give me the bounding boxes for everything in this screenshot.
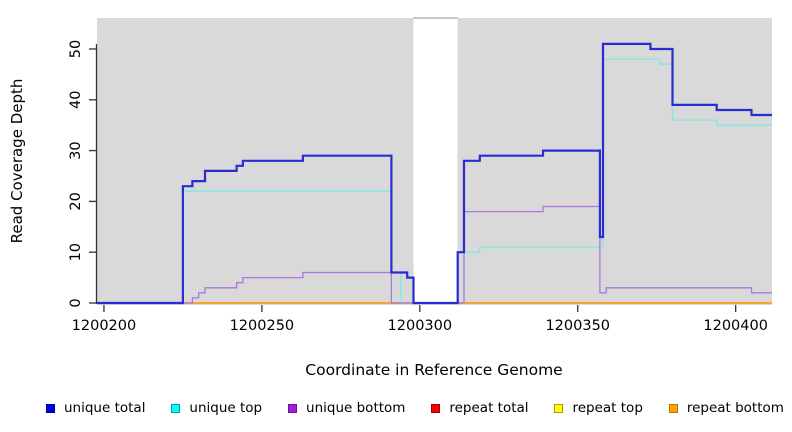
legend-item: repeat total xyxy=(431,400,529,416)
series-line-unique-bottom xyxy=(97,205,772,304)
legend-swatch-repeat-top xyxy=(554,403,564,413)
legend-label: repeat total xyxy=(449,400,529,416)
x-tick-label: 1200200 xyxy=(72,318,137,334)
legend-item: unique top xyxy=(171,400,262,416)
series-lines xyxy=(97,42,772,305)
gap-mask xyxy=(413,12,458,303)
legend-label: unique total xyxy=(64,400,146,416)
x-axis: 1200200 1200250 1200300 1200350 1200400 xyxy=(72,305,768,334)
legend-item: repeat bottom xyxy=(668,400,784,416)
y-tick-label: 40 xyxy=(68,91,84,109)
x-axis-title: Coordinate in Reference Genome xyxy=(305,361,562,379)
gap-white-band xyxy=(413,12,458,303)
legend-label: unique top xyxy=(189,400,263,416)
x-tick-label: 1200350 xyxy=(545,318,610,334)
legend: unique total unique top unique bottom repea… xyxy=(46,397,784,419)
y-tick-label: 20 xyxy=(68,192,84,210)
x-tick-label: 1200300 xyxy=(388,318,453,334)
legend-swatch-repeat-bottom xyxy=(668,403,678,413)
series-line-unique-total xyxy=(97,42,772,305)
legend-swatch-repeat-total xyxy=(431,403,441,413)
y-tick-label: 0 xyxy=(68,298,84,307)
legend-swatch-unique-bottom xyxy=(288,403,298,413)
y-tick-label: 50 xyxy=(68,40,84,58)
legend-label: unique bottom xyxy=(306,400,406,416)
x-tick-label: 1200250 xyxy=(230,318,295,334)
legend-item: unique bottom xyxy=(288,400,405,416)
legend-item: repeat top xyxy=(554,400,643,416)
legend-item: unique total xyxy=(46,400,145,416)
legend-label: repeat bottom xyxy=(686,400,784,416)
y-tick-label: 30 xyxy=(68,141,84,159)
legend-swatch-unique-total xyxy=(46,403,55,413)
x-tick-label: 1200400 xyxy=(703,318,768,334)
y-tick-label: 10 xyxy=(68,243,84,261)
y-axis-title: Read Coverage Depth xyxy=(8,79,26,244)
legend-swatch-unique-top xyxy=(171,403,181,413)
legend-label: repeat top xyxy=(572,400,643,416)
y-axis: 0 10 20 30 40 50 xyxy=(68,40,98,308)
